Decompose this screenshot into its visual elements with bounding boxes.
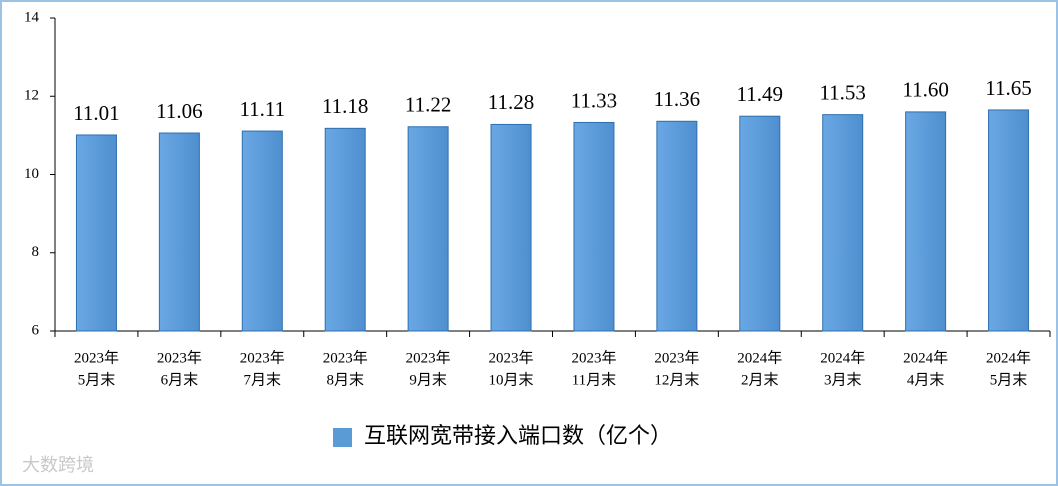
value-label: 11.53 <box>819 80 865 104</box>
bar <box>988 109 1030 332</box>
y-tick-label: 12 <box>24 88 39 104</box>
value-label: 11.65 <box>985 76 1031 100</box>
value-label: 11.49 <box>737 82 783 106</box>
x-tick-label: 2023年 <box>571 349 616 366</box>
legend-swatch <box>333 428 352 447</box>
bar <box>158 132 200 332</box>
x-tick-label: 2024年 <box>737 349 782 366</box>
x-tick-label: 2023年 <box>323 349 368 366</box>
bar <box>656 120 698 332</box>
x-tick-label: 2024年 <box>820 349 865 366</box>
value-label: 11.11 <box>239 97 285 121</box>
value-label: 11.18 <box>322 94 368 118</box>
x-tick-label: 2023年 <box>654 349 699 366</box>
x-tick-label: 2023年 <box>157 349 202 366</box>
bar <box>241 130 283 332</box>
x-tick-label: 11月末 <box>572 371 616 388</box>
value-label: 11.36 <box>654 87 700 111</box>
x-tick-label: 7月末 <box>244 371 282 388</box>
x-tick-label: 2023年 <box>406 349 451 366</box>
legend-label: 互联网宽带接入端口数（亿个） <box>364 423 672 448</box>
bar <box>407 126 449 332</box>
value-label: 11.22 <box>405 93 451 117</box>
y-tick-label: 10 <box>24 166 39 182</box>
bar <box>739 115 781 332</box>
x-tick-label: 2023年 <box>240 349 285 366</box>
y-tick-label: 6 <box>32 322 40 338</box>
x-tick-label: 5月末 <box>990 371 1028 388</box>
y-tick-label: 8 <box>32 244 40 260</box>
value-label: 11.01 <box>73 101 119 125</box>
value-label: 11.28 <box>488 90 534 114</box>
bar <box>490 123 532 332</box>
x-tick-label: 9月末 <box>409 371 447 388</box>
value-label: 11.60 <box>902 78 948 102</box>
x-tick-label: 2023年 <box>74 349 119 366</box>
value-label: 11.33 <box>571 88 617 112</box>
x-tick-label: 4月末 <box>907 371 945 388</box>
bar <box>822 114 864 332</box>
bar <box>573 121 615 332</box>
x-tick-label: 2024年 <box>986 349 1031 366</box>
x-tick-label: 6月末 <box>161 371 199 388</box>
value-label: 11.06 <box>156 99 202 123</box>
x-tick-label: 12月末 <box>654 371 699 388</box>
bar <box>905 111 947 332</box>
x-tick-label: 3月末 <box>824 371 862 388</box>
x-tick-label: 10月末 <box>489 371 534 388</box>
y-tick-label: 14 <box>24 9 40 25</box>
bar <box>324 127 366 332</box>
x-tick-label: 2023年 <box>489 349 534 366</box>
x-tick-label: 5月末 <box>78 371 116 388</box>
x-tick-label: 2024年 <box>903 349 948 366</box>
x-tick-label: 2月末 <box>741 371 779 388</box>
watermark: 大数跨境 <box>22 455 94 476</box>
x-tick-label: 8月末 <box>326 371 364 388</box>
bar <box>75 134 117 332</box>
